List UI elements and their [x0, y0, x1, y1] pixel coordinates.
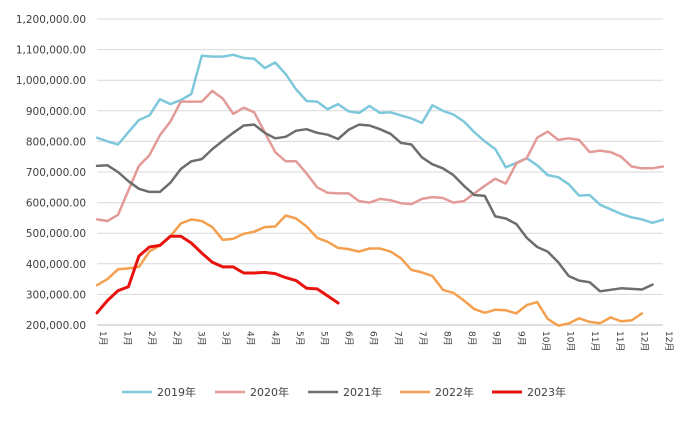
gridlines [97, 18, 663, 295]
x-tick-label: 1月 [97, 331, 108, 346]
x-tick-label: 8月 [466, 331, 477, 346]
x-tick-label: 11月 [614, 331, 625, 351]
y-tick-label: 600,000.00 [26, 198, 86, 210]
y-tick-label: 300,000.00 [26, 289, 86, 301]
series-line-2019 [95, 53, 665, 225]
x-tick-label: 3月 [195, 331, 206, 346]
x-tick-label: 3月 [220, 331, 231, 346]
legend-label: 2020年 [250, 385, 289, 399]
x-tick-label: 5月 [294, 331, 305, 346]
x-tick-label: 8月 [442, 331, 453, 346]
legend-label: 2021年 [343, 385, 382, 399]
x-tick-label: 7月 [417, 331, 428, 346]
y-tick-label: 500,000.00 [26, 228, 86, 240]
y-axis-tick-labels: 200,000.00 300,000.00 400,000.00 500,000.00… [16, 14, 86, 332]
legend-label: 2023年 [527, 385, 566, 399]
x-tick-label: 5月 [318, 331, 329, 346]
x-tick-label: 4月 [269, 331, 280, 346]
legend-label: 2022年 [435, 385, 474, 399]
x-tick-label: 10月 [540, 331, 551, 351]
series-line-2021 [95, 123, 654, 293]
x-tick-label: 12月 [638, 331, 649, 351]
x-tick-label: 7月 [392, 331, 403, 346]
x-tick-label: 4月 [245, 331, 256, 346]
x-tick-label: 6月 [368, 331, 379, 346]
x-tick-label: 2月 [171, 331, 182, 346]
series-line-2022 [95, 214, 644, 327]
series-line-2023 [95, 234, 340, 315]
y-tick-label: 1,100,000.00 [16, 45, 86, 57]
x-tick-label: 6月 [343, 331, 354, 346]
x-tick-label: 1月 [122, 331, 133, 346]
y-tick-label: 200,000.00 [26, 320, 86, 332]
x-axis-tick-labels: 1月 1月 2月 2月 3月 3月 4月 4月 5月 5月 6月 6月 7月 7月 8月 8月 9月 9月 10月 1… [97, 331, 674, 351]
x-tick-label: 10月 [565, 331, 576, 351]
y-tick-label: 1,200,000.00 [16, 14, 86, 26]
y-tick-label: 700,000.00 [26, 167, 86, 179]
x-tick-label: 9月 [491, 331, 502, 346]
legend: 2019年 2020年 2021年 2022年 2023年 [122, 385, 566, 399]
y-tick-label: 400,000.00 [26, 259, 86, 271]
y-tick-label: 1,000,000.00 [16, 75, 86, 87]
x-tick-label: 2月 [146, 331, 157, 346]
x-tick-label: 12月 [663, 331, 674, 351]
x-tick-label: 11月 [589, 331, 600, 351]
y-tick-label: 900,000.00 [26, 106, 86, 118]
x-tick-label: 9月 [515, 331, 526, 346]
y-tick-label: 800,000.00 [26, 136, 86, 148]
legend-label: 2019年 [157, 385, 196, 399]
series-line-2020 [95, 89, 665, 223]
series-lines [95, 53, 665, 327]
